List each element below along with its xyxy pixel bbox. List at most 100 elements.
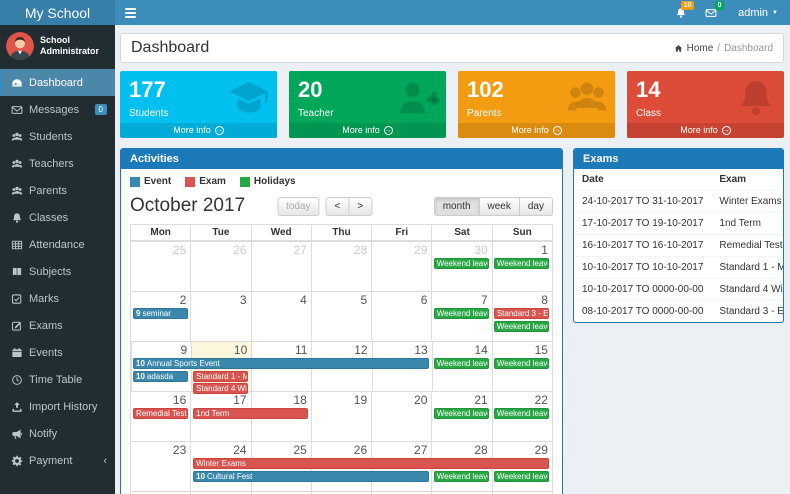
calendar-day[interactable]: 23	[172, 443, 187, 457]
stat-cards: 177 Students More info → 20 Teacher More …	[120, 71, 784, 138]
calendar-day[interactable]: 27	[250, 242, 311, 291]
calendar-icon	[11, 347, 23, 359]
calendar-event-exam[interactable]: Standard 4 Winter Exar	[193, 383, 249, 394]
user-name: School Administrator	[40, 35, 100, 56]
calendar-event[interactable]: 10 Annual Sports Event	[133, 358, 429, 369]
calendar-day[interactable]: 21	[431, 392, 491, 441]
calendar-event-exam[interactable]: Standard 3 - English	[493, 308, 549, 319]
sidebar-item-label: Students	[29, 130, 73, 143]
month-view-button[interactable]: month	[433, 196, 480, 216]
calendar-day[interactable]: 20	[371, 392, 431, 441]
arrow-circle-right-icon: →	[552, 125, 562, 135]
sidebar-item-dashboard[interactable]: Dashboard	[0, 69, 115, 96]
sidebar-item-marks[interactable]: Marks	[0, 285, 115, 312]
user-panel: School Administrator	[0, 25, 115, 67]
calendar-day[interactable]: 14	[431, 342, 492, 391]
prev-month-button[interactable]: <	[325, 196, 350, 216]
calendar-event-holiday[interactable]: Weekend leave for clas	[493, 408, 549, 419]
calendar-event-exam[interactable]: Standard 1 - Mathemat	[193, 371, 249, 382]
parents-more-info-link[interactable]: More info →	[458, 123, 615, 138]
teacher-more-info-link[interactable]: More info →	[289, 123, 446, 138]
calendar-day[interactable]: 30	[431, 242, 491, 291]
sidebar-item-teachers[interactable]: Teachers	[0, 150, 115, 177]
calendar-event-holiday[interactable]: Weekend leave for clas	[493, 258, 549, 269]
users-icon	[565, 76, 609, 120]
book-icon	[11, 266, 23, 278]
day-view-button[interactable]: day	[519, 196, 553, 216]
calendar-event-holiday[interactable]: Weekend leave for clas	[433, 408, 489, 419]
calendar-day[interactable]: 25	[172, 243, 187, 257]
calendar-day[interactable]: 28	[310, 242, 371, 291]
calendar-event[interactable]: 9 seminar	[133, 308, 189, 319]
brand-logo[interactable]: My School	[0, 0, 115, 25]
sidebar-item-payment[interactable]: Payment ‹	[0, 447, 115, 474]
calendar-day[interactable]: 6	[371, 292, 431, 341]
calendar-event-exam[interactable]: Remedial Test	[133, 408, 189, 419]
sidebar-item-messages[interactable]: Messages 0	[0, 96, 115, 123]
calendar-day[interactable]: 7	[431, 292, 491, 341]
user-plus-icon	[396, 76, 440, 120]
students-more-info-link[interactable]: More info →	[120, 123, 277, 138]
calendar-day[interactable]: 3	[190, 292, 250, 341]
sidebar-item-label: Subjects	[29, 265, 72, 278]
sidebar-item-events[interactable]: Events	[0, 339, 115, 366]
today-button[interactable]: today	[277, 196, 320, 216]
breadcrumb-current: Dashboard	[724, 42, 773, 54]
sidebar-item-students[interactable]: Students	[0, 123, 115, 150]
user-menu[interactable]: admin ▼	[726, 0, 790, 25]
holidays-legend-label: Holidays	[253, 176, 296, 187]
calendar-event-holiday[interactable]: Weekend leave for clas	[433, 258, 489, 269]
breadcrumb: Home / Dashboard	[674, 43, 773, 54]
calendar-day[interactable]: 19	[310, 392, 371, 441]
sidebar-item-time-table[interactable]: Time Table	[0, 366, 115, 393]
calendar-day[interactable]: 4	[250, 292, 311, 341]
pencil-square-icon	[11, 320, 23, 332]
sidebar-item-exams[interactable]: Exams	[0, 312, 115, 339]
calendar-event[interactable]: 10 Cultural Fest	[193, 471, 429, 482]
calendar-day[interactable]: 29	[371, 242, 431, 291]
calendar-day[interactable]: 26	[190, 242, 250, 291]
messages-button[interactable]: 0	[696, 0, 726, 25]
sidebar-item-notify[interactable]: Notify	[0, 420, 115, 447]
sidebar-item-subjects[interactable]: Subjects	[0, 258, 115, 285]
calendar-event-holiday[interactable]: Weekend leave for clas	[433, 308, 489, 319]
messages-badge: 0	[715, 1, 725, 10]
sidebar-item-import-history[interactable]: Import History	[0, 393, 115, 420]
sidebar-item-attendance[interactable]: Attendance	[0, 231, 115, 258]
calendar-day[interactable]: 8	[491, 292, 552, 341]
calendar-day[interactable]: 22	[491, 392, 552, 441]
breadcrumb-home[interactable]: Home	[686, 42, 714, 54]
calendar-month-title: October 2017	[130, 195, 246, 216]
calendar-event-holiday[interactable]: Weekend leave for clas	[433, 471, 489, 482]
next-month-button[interactable]: >	[349, 196, 373, 216]
calendar-event[interactable]: 10 adasda	[133, 371, 189, 382]
calendar-event-exam[interactable]: 1nd Term	[193, 408, 309, 419]
sidebar-toggle-button[interactable]	[115, 0, 145, 25]
sidebar-item-label: Dashboard	[29, 76, 83, 89]
notifications-button[interactable]: 10	[666, 0, 696, 25]
calendar-event-holiday[interactable]: Weekend leave for clas	[493, 471, 549, 482]
calendar-day[interactable]: 1	[491, 242, 552, 291]
calendar-event-holiday[interactable]: Weekend leave for clas	[493, 358, 549, 369]
sidebar-item-label: Marks	[29, 292, 59, 305]
arrow-circle-right-icon: →	[383, 125, 393, 135]
gear-icon	[11, 455, 23, 467]
calendar-event-holiday[interactable]: Weekend leave for clas	[493, 321, 549, 332]
avatar[interactable]	[6, 32, 34, 60]
calendar-day[interactable]: 16	[172, 393, 187, 407]
week-view-button[interactable]: week	[479, 196, 520, 216]
calendar-day[interactable]: 9	[131, 342, 191, 391]
sidebar-item-classes[interactable]: Classes	[0, 204, 115, 231]
exam-legend-swatch	[185, 176, 196, 187]
calendar-event-exam[interactable]: Winter Exams	[193, 458, 549, 469]
calendar-day[interactable]: 15	[491, 342, 552, 391]
sidebar-item-parents[interactable]: Parents	[0, 177, 115, 204]
calendar-day[interactable]: 17	[190, 392, 250, 441]
calendar-event-holiday[interactable]: Weekend leave for clas	[433, 358, 489, 369]
calendar-day[interactable]: 5	[310, 292, 371, 341]
calendar: Mon Tue Wed Thu Fri Sat Sun 25 26 27 28	[130, 224, 553, 494]
calendar-day[interactable]: 2	[179, 293, 187, 307]
class-more-info-link[interactable]: More info →	[627, 123, 784, 138]
calendar-day[interactable]: 24	[190, 442, 250, 491]
arrow-circle-right-icon: →	[721, 125, 731, 135]
